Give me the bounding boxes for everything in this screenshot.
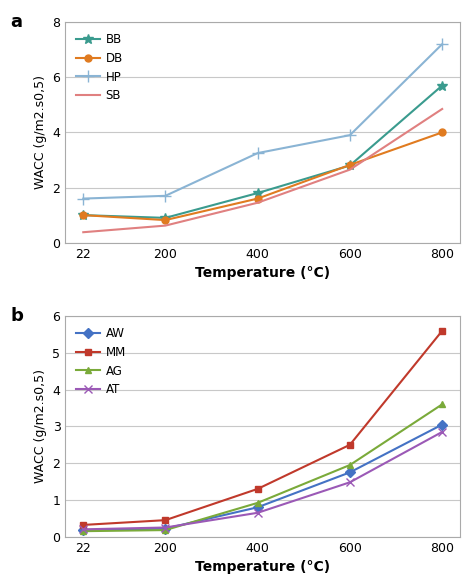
AG — [81, 527, 86, 534]
Line: SB: SB — [83, 109, 442, 232]
Line: MM: MM — [80, 328, 446, 529]
BB — [81, 212, 86, 219]
HP — [81, 195, 86, 202]
Line: AT: AT — [79, 427, 447, 533]
Legend: BB, DB, HP, SB: BB, DB, HP, SB — [71, 28, 128, 107]
X-axis label: Temperature (°C): Temperature (°C) — [195, 266, 330, 280]
AG — [347, 462, 353, 469]
MM — [347, 441, 353, 448]
SB — [81, 229, 86, 236]
AG — [163, 526, 168, 533]
Line: BB: BB — [78, 81, 447, 223]
AT — [347, 479, 353, 486]
AW — [81, 526, 86, 533]
Line: AG: AG — [80, 401, 446, 534]
AW — [163, 525, 168, 532]
Line: AW: AW — [80, 421, 446, 533]
DB — [347, 162, 353, 169]
AT — [163, 524, 168, 531]
SB — [439, 105, 445, 112]
Y-axis label: WACC (g/m2.s0,5): WACC (g/m2.s0,5) — [34, 75, 47, 189]
Line: HP: HP — [78, 39, 448, 204]
AT — [81, 526, 86, 533]
AT — [255, 509, 261, 516]
BB — [439, 82, 445, 89]
Line: DB: DB — [80, 129, 446, 223]
BB — [163, 215, 168, 222]
HP — [255, 149, 261, 156]
AW — [255, 504, 261, 511]
AW — [439, 421, 445, 428]
MM — [81, 522, 86, 529]
HP — [163, 192, 168, 199]
Text: b: b — [10, 308, 23, 325]
MM — [439, 328, 445, 335]
MM — [255, 485, 261, 492]
DB — [439, 129, 445, 136]
Text: a: a — [10, 14, 22, 31]
SB — [347, 166, 353, 173]
HP — [439, 41, 445, 48]
AG — [255, 499, 261, 506]
AW — [347, 469, 353, 476]
SB — [163, 222, 168, 229]
Legend: AW, MM, AG, AT: AW, MM, AG, AT — [71, 322, 130, 401]
MM — [163, 517, 168, 524]
DB — [163, 216, 168, 223]
X-axis label: Temperature (°C): Temperature (°C) — [195, 560, 330, 574]
AG — [439, 401, 445, 408]
BB — [347, 162, 353, 169]
Y-axis label: WACC (g/m2.s0,5): WACC (g/m2.s0,5) — [34, 369, 47, 483]
DB — [255, 195, 261, 202]
HP — [347, 132, 353, 139]
AT — [439, 429, 445, 436]
DB — [81, 212, 86, 219]
SB — [255, 199, 261, 206]
BB — [255, 189, 261, 196]
